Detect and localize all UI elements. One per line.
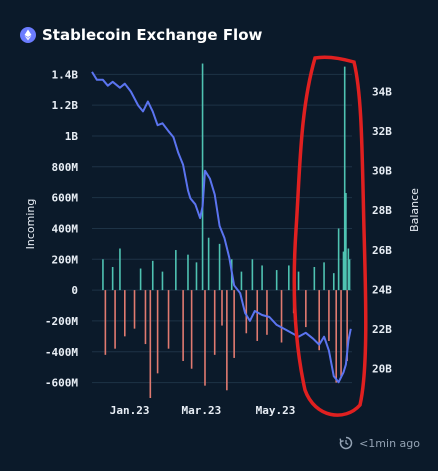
- inflow-bar: [218, 243, 221, 291]
- inflow-bar: [111, 266, 114, 291]
- chart-header: Stablecoin Exchange Flow: [20, 26, 262, 44]
- highlight-annotation: [292, 55, 368, 417]
- inflow-bar: [275, 270, 278, 291]
- outflow-bar: [114, 290, 116, 349]
- balance-line: [91, 71, 352, 384]
- outflow-bar: [328, 290, 330, 341]
- inflow-bar: [161, 271, 164, 291]
- left-tick-label: 0: [71, 284, 78, 297]
- outflow-bar: [213, 290, 216, 355]
- outflow-bar: [233, 290, 235, 358]
- inflow-bar: [187, 254, 189, 291]
- inflow-bar: [151, 260, 154, 291]
- left-tick-label: -400M: [45, 346, 78, 359]
- left-tick-label: 400M: [52, 222, 79, 235]
- outflow-bar: [167, 290, 170, 349]
- inflow-bar: [323, 262, 325, 291]
- right-tick-label: 34B: [372, 86, 392, 99]
- outflow-bar: [144, 290, 147, 345]
- left-tick-label: -600M: [45, 377, 78, 390]
- x-tick-label: Mar.23: [181, 404, 221, 417]
- outflow-bar: [190, 290, 193, 369]
- exchange-flow-chart: -600M -400M -200M 0 200M 400M 600M 800M 1B 1.2B 1.…: [24, 55, 421, 417]
- right-tick-label: 26B: [372, 244, 392, 257]
- outflow-bar: [245, 290, 248, 334]
- right-tick-label: 32B: [372, 125, 392, 138]
- inflow-bar: [261, 265, 263, 291]
- inflow-bar: [313, 266, 316, 291]
- outflow-bar: [266, 290, 268, 335]
- left-tick-label: 1.4B: [52, 68, 79, 81]
- x-tick-label: Jan.23: [110, 404, 150, 417]
- outflow-bar: [280, 290, 283, 343]
- inflow-bar: [251, 259, 254, 291]
- inflow-bar: [175, 250, 177, 291]
- outflow-bar: [256, 290, 259, 341]
- outflow-bar: [182, 290, 184, 362]
- inflow-bar: [119, 248, 121, 291]
- right-tick-label: 20B: [372, 362, 392, 375]
- inflow-bar: [348, 259, 351, 291]
- inflow-bar: [345, 193, 347, 291]
- right-tick-label: 28B: [372, 204, 392, 217]
- outflow-bar: [340, 290, 342, 377]
- inflow-bar: [207, 237, 210, 291]
- left-tick-label: 1B: [65, 130, 79, 143]
- inflow-bar: [240, 271, 243, 291]
- outflow-bar: [305, 290, 307, 328]
- outflow-bar: [204, 290, 206, 386]
- update-status: <1min ago: [339, 436, 420, 450]
- outflow-bar: [318, 290, 320, 351]
- left-tick-label: 800M: [52, 161, 79, 174]
- inflow-bar: [342, 251, 345, 291]
- outflow-bar: [346, 290, 348, 362]
- inflow-bar: [288, 265, 290, 291]
- inflow-bar: [337, 228, 340, 291]
- outflow-bar: [133, 290, 136, 329]
- left-tick-label: 1.2B: [52, 99, 79, 112]
- right-tick-label: 30B: [372, 165, 392, 178]
- outflow-bar: [149, 290, 152, 398]
- right-axis-label: Balance: [408, 188, 421, 232]
- inflow-bar: [201, 63, 204, 291]
- right-tick-label: 24B: [372, 283, 392, 296]
- outflow-bar: [156, 290, 159, 374]
- right-tick-label: 22B: [372, 323, 392, 336]
- refresh-clock-icon: [339, 436, 353, 450]
- inflow-bar: [102, 259, 104, 291]
- left-tick-label: 600M: [52, 192, 79, 205]
- update-time: <1min ago: [359, 436, 420, 450]
- inflow-bar: [297, 271, 300, 291]
- inflow-bar: [347, 248, 350, 291]
- outflow-bar: [335, 290, 338, 383]
- inflow-bar: [195, 262, 198, 291]
- outflow-bar: [226, 290, 228, 391]
- outflow-bar: [221, 290, 223, 326]
- outflow-bar: [104, 290, 107, 355]
- chart-title: Stablecoin Exchange Flow: [42, 26, 263, 44]
- inflow-bar: [139, 268, 142, 291]
- left-tick-label: -200M: [45, 315, 78, 328]
- x-tick-label: May.23: [256, 404, 296, 417]
- ethereum-icon: [20, 27, 36, 43]
- outflow-bar: [124, 290, 126, 337]
- left-axis-label: Incoming: [24, 199, 37, 250]
- left-tick-label: 200M: [52, 253, 79, 266]
- inflow-bar: [332, 273, 335, 291]
- inflow-bar: [343, 66, 346, 291]
